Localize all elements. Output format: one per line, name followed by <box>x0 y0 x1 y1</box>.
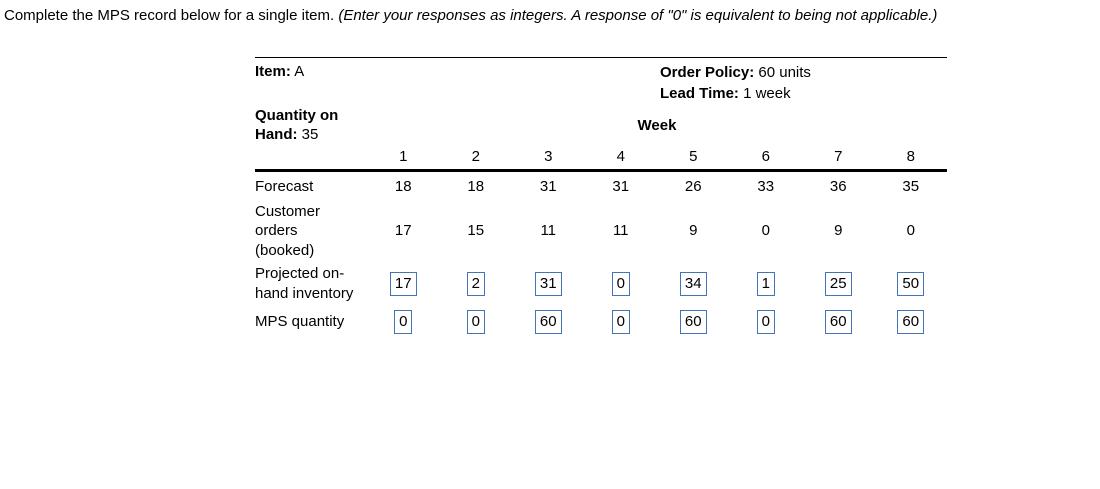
projected-inventory-input-w1[interactable]: 17 <box>389 271 417 296</box>
instruction-text: Complete the MPS record below for a sing… <box>4 6 1100 26</box>
policy-block: Order Policy: 60 units Lead Time: 1 week <box>660 62 811 104</box>
week-number-2: 2 <box>471 148 480 165</box>
customer-orders-row-label: Customer orders (booked) <box>255 202 321 259</box>
projected-inventory-row-label: Projected on-hand inventory <box>255 265 354 302</box>
forecast-value-w6: 33 <box>757 178 775 196</box>
projected-inventory-input-w8[interactable]: 50 <box>897 271 925 296</box>
mps-quantity-input-w3[interactable]: 60 <box>534 310 562 334</box>
forecast-value-w4: 31 <box>612 178 630 196</box>
week-number-6: 6 <box>761 148 770 165</box>
mps-quantity-input-w2[interactable]: 0 <box>466 310 485 334</box>
table-subheader-row: Quantity on Hand: 35 Week <box>255 106 947 148</box>
projected-inventory-input-w6[interactable]: 1 <box>756 271 775 296</box>
week-number-8: 8 <box>906 148 915 165</box>
mps-quantity-row: MPS quantity 0 0 60 0 60 0 60 60 <box>255 310 947 342</box>
customer-orders-value-w8: 0 <box>906 222 915 240</box>
customer-orders-value-w2: 15 <box>467 222 485 240</box>
forecast-value-w2: 18 <box>467 178 485 196</box>
quantity-on-hand-field: Quantity on Hand: 35 <box>255 106 359 144</box>
quantity-on-hand-value: 35 <box>301 126 319 143</box>
customer-orders-value-w6: 0 <box>761 222 770 240</box>
mps-record-table: Item: A Order Policy: 60 units Lead Time… <box>255 57 947 342</box>
projected-inventory-input-w7[interactable]: 25 <box>824 271 852 296</box>
table-header-row: Item: A Order Policy: 60 units Lead Time… <box>255 58 947 106</box>
week-number-1: 1 <box>399 148 408 165</box>
mps-quantity-input-w1[interactable]: 0 <box>394 310 413 334</box>
mps-quantity-row-label: MPS quantity <box>255 313 345 331</box>
projected-inventory-input-w5[interactable]: 34 <box>679 271 707 296</box>
lead-time-field: Lead Time: 1 week <box>660 83 811 104</box>
customer-orders-value-w4: 11 <box>612 222 629 240</box>
instruction-note: (Enter your responses as integers. A res… <box>338 7 938 24</box>
forecast-value-w8: 35 <box>902 178 920 196</box>
week-number-7: 7 <box>834 148 843 165</box>
projected-inventory-input-w4[interactable]: 0 <box>611 271 630 296</box>
projected-inventory-input-w2[interactable]: 2 <box>466 271 485 296</box>
customer-orders-value-w5: 9 <box>689 222 698 240</box>
mps-quantity-input-w7[interactable]: 60 <box>824 310 852 334</box>
quantity-on-hand-label: Quantity on Hand: <box>255 107 339 143</box>
forecast-value-w7: 36 <box>829 178 847 196</box>
mps-quantity-input-w5[interactable]: 60 <box>679 310 707 334</box>
week-number-4: 4 <box>616 148 625 165</box>
instruction-main: Complete the MPS record below for a sing… <box>4 7 335 24</box>
mps-quantity-input-w6[interactable]: 0 <box>756 310 775 334</box>
forecast-row-label: Forecast <box>255 178 314 195</box>
forecast-row: Forecast 18 18 31 31 26 33 36 35 <box>255 172 947 200</box>
item-field: Item: A <box>255 62 947 81</box>
customer-orders-value-w3: 11 <box>540 222 557 240</box>
forecast-value-w3: 31 <box>539 178 557 196</box>
mps-quantity-input-w4[interactable]: 0 <box>611 310 630 334</box>
week-number-3: 3 <box>544 148 553 165</box>
forecast-value-w1: 18 <box>394 178 412 196</box>
customer-orders-row: Customer orders (booked) 17 15 11 11 9 0… <box>255 200 947 263</box>
mps-quantity-input-w8[interactable]: 60 <box>897 310 925 334</box>
forecast-value-w5: 26 <box>684 178 702 196</box>
order-policy-field: Order Policy: 60 units <box>660 62 811 83</box>
item-label: Item: <box>255 63 291 80</box>
customer-orders-value-w7: 9 <box>834 222 843 240</box>
projected-inventory-row: Projected on-hand inventory 17 2 31 0 34… <box>255 262 947 303</box>
item-value: A <box>294 63 305 80</box>
lead-time-value: 1 week <box>743 85 791 102</box>
week-numbers-row: 1 2 3 4 5 6 7 8 <box>255 148 947 172</box>
projected-inventory-input-w3[interactable]: 31 <box>534 271 562 296</box>
lead-time-label: Lead Time: <box>660 85 739 102</box>
order-policy-value: 60 units <box>758 64 811 81</box>
order-policy-label: Order Policy: <box>660 64 755 81</box>
week-number-5: 5 <box>689 148 698 165</box>
customer-orders-value-w1: 17 <box>394 222 412 240</box>
week-header: Week <box>637 117 677 134</box>
